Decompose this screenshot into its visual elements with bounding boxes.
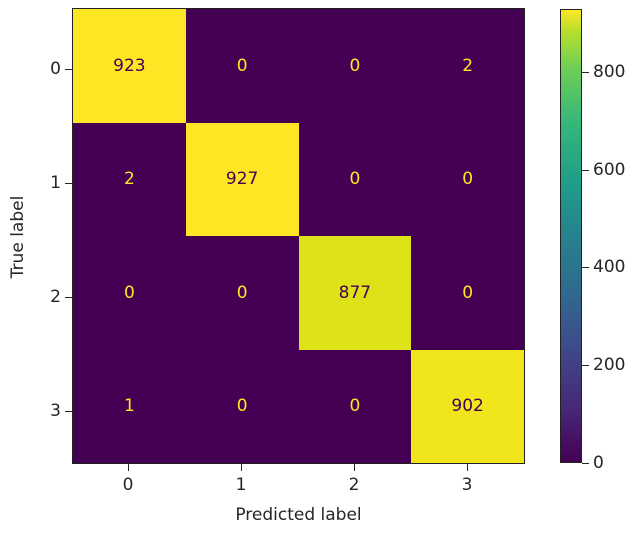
cbar-tick-label: 0 xyxy=(593,453,604,473)
tick-mark xyxy=(582,462,589,464)
y-tick-label: 3 xyxy=(50,401,61,421)
x-tick-0: 0 xyxy=(108,464,148,495)
tick-mark xyxy=(582,169,589,171)
cbar-tick-600: 600 xyxy=(582,160,625,180)
cbar-tick-400: 400 xyxy=(582,257,625,277)
y-axis-label: True label xyxy=(8,195,28,279)
y-tick-label: 1 xyxy=(50,173,61,193)
cell-3-0: 1 xyxy=(73,349,186,463)
cbar-tick-200: 200 xyxy=(582,355,625,375)
tick-mark xyxy=(582,71,589,73)
cbar-tick-label: 400 xyxy=(593,257,626,277)
y-tick-0: 0 xyxy=(0,59,72,79)
x-tick-label: 3 xyxy=(461,475,473,495)
x-tick-label: 0 xyxy=(122,475,134,495)
cell-0-2: 0 xyxy=(298,9,412,123)
cbar-tick-label: 200 xyxy=(593,355,626,375)
cell-1-3: 0 xyxy=(411,122,524,236)
tick-mark xyxy=(127,464,129,471)
cbar-tick-0: 0 xyxy=(582,453,604,473)
tick-mark xyxy=(65,296,72,298)
cell-0-0: 923 xyxy=(73,9,186,123)
x-axis-label: Predicted label xyxy=(235,505,362,525)
tick-mark xyxy=(65,68,72,70)
cell-3-3: 902 xyxy=(411,349,524,463)
y-tick-1: 1 xyxy=(0,173,72,193)
x-tick-1: 1 xyxy=(221,464,261,495)
tick-mark xyxy=(466,464,468,471)
tick-mark xyxy=(353,464,355,471)
x-tick-3: 3 xyxy=(447,464,487,495)
cell-0-3: 2 xyxy=(411,9,524,123)
cbar-tick-800: 800 xyxy=(582,62,625,82)
colorbar xyxy=(560,9,582,463)
confusion-matrix: 923 0 0 2 2 927 0 0 0 0 877 0 1 0 0 902 xyxy=(72,8,525,464)
cbar-tick-label: 800 xyxy=(593,62,626,82)
tick-mark xyxy=(65,182,72,184)
y-tick-label: 0 xyxy=(50,59,61,79)
tick-mark xyxy=(582,364,589,366)
y-tick-3: 3 xyxy=(0,401,72,421)
cbar-tick-label: 600 xyxy=(593,160,626,180)
cell-1-2: 0 xyxy=(298,122,412,236)
cell-1-0: 2 xyxy=(73,122,186,236)
y-tick-label: 2 xyxy=(50,287,61,307)
cell-2-3: 0 xyxy=(411,236,524,350)
cell-1-1: 927 xyxy=(185,122,299,236)
tick-mark xyxy=(582,266,589,268)
x-tick-2: 2 xyxy=(334,464,374,495)
tick-mark xyxy=(240,464,242,471)
cell-3-1: 0 xyxy=(185,349,299,463)
x-tick-label: 1 xyxy=(235,475,247,495)
cell-0-1: 0 xyxy=(185,9,299,123)
cell-3-2: 0 xyxy=(298,349,412,463)
y-tick-2: 2 xyxy=(0,287,72,307)
cell-2-1: 0 xyxy=(185,236,299,350)
cell-2-0: 0 xyxy=(73,236,186,350)
cell-2-2: 877 xyxy=(298,236,412,350)
tick-mark xyxy=(65,410,72,412)
x-tick-label: 2 xyxy=(348,475,360,495)
